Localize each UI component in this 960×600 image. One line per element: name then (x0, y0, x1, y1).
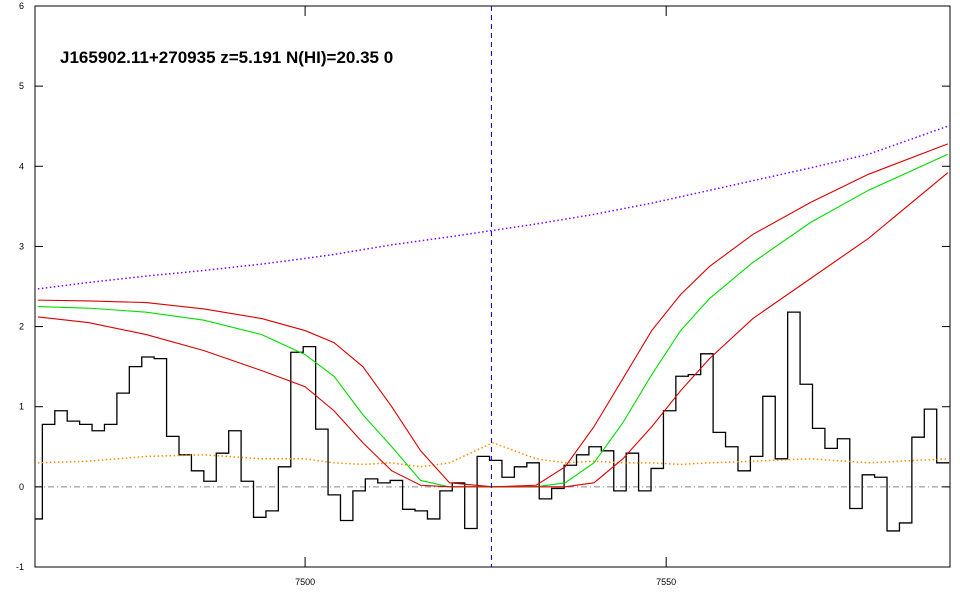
axes: -1 0 1 2 3 4 5 6 7500 7550 (16, 1, 950, 587)
spectrum (35, 311, 950, 532)
y-tick-label: 2 (19, 322, 24, 332)
plot-frame (34, 5, 951, 568)
x-tick-label: 7550 (656, 577, 676, 587)
y-tick-label: 4 (19, 161, 24, 171)
model-curve (37, 125, 949, 290)
chart-title: J165902.11+270935 z=5.191 N(HI)=20.35 0 (60, 48, 393, 67)
y-tick-label: 3 (19, 241, 24, 251)
model-curve (37, 172, 949, 488)
y-tick-label: 0 (19, 482, 24, 492)
y-tick-label: 1 (19, 402, 24, 412)
model-curve (37, 143, 949, 488)
model-curve (37, 441, 948, 468)
x-tick-label: 7500 (295, 577, 315, 587)
y-tick-label: 6 (19, 1, 24, 11)
y-tick-label: -1 (16, 562, 24, 572)
y-tick-label: 5 (19, 81, 24, 91)
plot-area (35, 6, 950, 567)
